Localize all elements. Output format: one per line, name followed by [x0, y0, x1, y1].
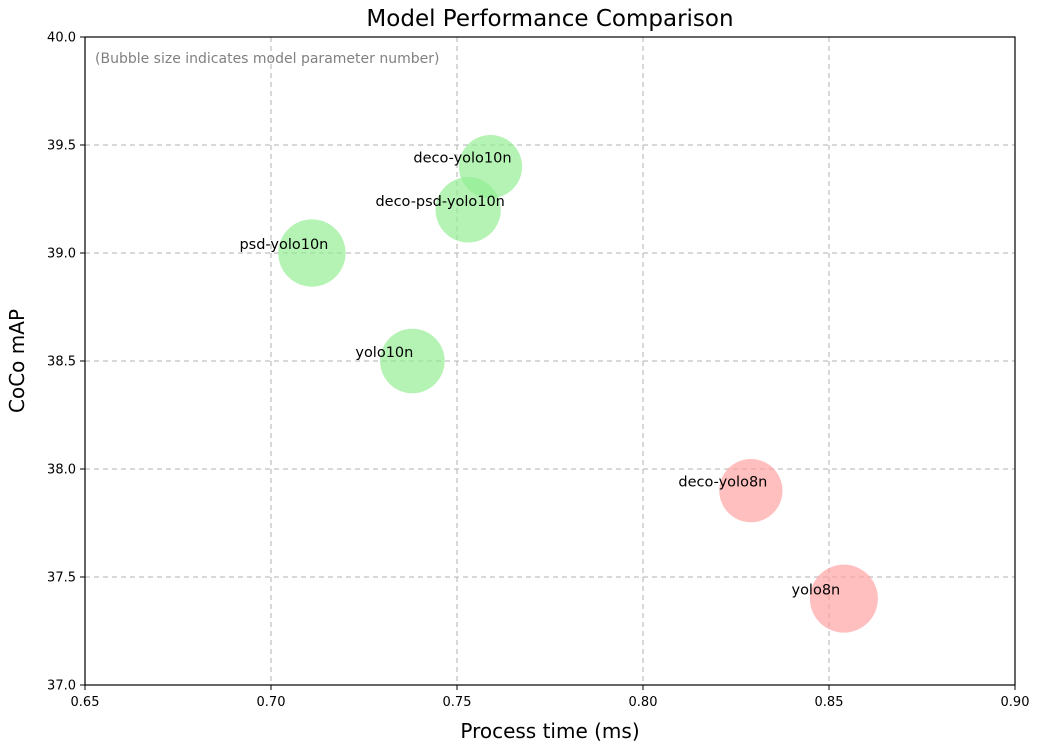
- y-tick-label: 37.5: [47, 571, 76, 586]
- y-tick-label: 40.0: [47, 31, 76, 46]
- x-axis-title: Process time (ms): [460, 719, 639, 743]
- bubble-label: deco-yolo10n: [413, 151, 511, 167]
- y-tick-label: 37.0: [47, 679, 76, 694]
- bubble-label: yolo10n: [355, 345, 413, 361]
- bubble-size-note: (Bubble size indicates model parameter n…: [95, 51, 439, 67]
- y-tick-label: 38.5: [47, 355, 76, 370]
- x-tick-label: 0.80: [629, 695, 658, 710]
- tick-layer: 0.65 0.70 0.75 0.80 0.85 0.90 37.0 37.5 38.0 38.5…: [47, 31, 1029, 711]
- x-tick-label: 0.65: [71, 695, 100, 710]
- bubble-layer: [278, 134, 878, 633]
- y-tick-label: 38.0: [47, 463, 76, 478]
- bubble-point: [719, 458, 783, 523]
- bubble-point: [809, 564, 878, 633]
- bubble-point: [278, 219, 346, 287]
- x-tick-label: 0.85: [815, 695, 844, 710]
- bubble-point: [435, 177, 501, 243]
- x-tick-label: 0.90: [1001, 695, 1030, 710]
- y-tick-label: 39.0: [47, 247, 76, 262]
- x-tick-label: 0.75: [443, 695, 472, 710]
- bubble-label: psd-yolo10n: [239, 237, 328, 253]
- y-tick-label: 39.5: [47, 139, 76, 154]
- x-tick-label: 0.70: [257, 695, 286, 710]
- bubble-label-layer: deco-yolo10n deco-psd-yolo10n psd-yolo10n y…: [239, 151, 840, 599]
- bubble-label: deco-psd-yolo10n: [375, 194, 504, 210]
- bubble-label: deco-yolo8n: [678, 475, 767, 491]
- chart-title: Model Performance Comparison: [366, 6, 733, 32]
- bubble-point: [380, 328, 445, 394]
- y-axis-title: CoCo mAP: [5, 309, 29, 413]
- bubble-label: yolo8n: [791, 583, 840, 599]
